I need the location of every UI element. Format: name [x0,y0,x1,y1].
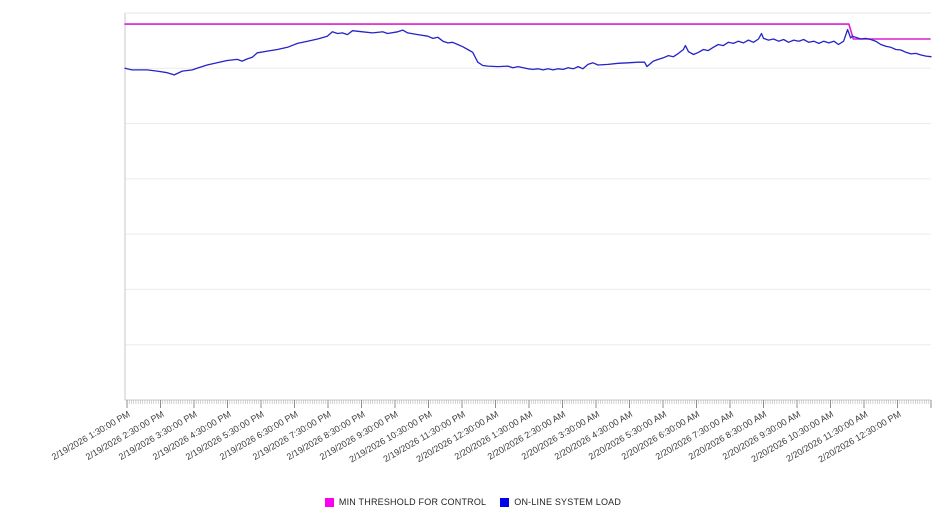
chart-legend: MIN THRESHOLD FOR CONTROL ON-LINE SYSTEM… [0,497,946,507]
min-threshold-swatch-icon [324,497,334,507]
legend-label-min-threshold: MIN THRESHOLD FOR CONTROL [338,497,487,507]
legend-item-system-load: ON-LINE SYSTEM LOAD [500,497,621,507]
system-load-swatch-icon [500,497,510,507]
min-threshold-line [124,23,931,40]
legend-label-system-load: ON-LINE SYSTEM LOAD [514,497,622,507]
chart-plot-area [124,12,932,408]
system-load-line [124,28,932,76]
legend-item-min-threshold: MIN THRESHOLD FOR CONTROL [324,497,487,507]
